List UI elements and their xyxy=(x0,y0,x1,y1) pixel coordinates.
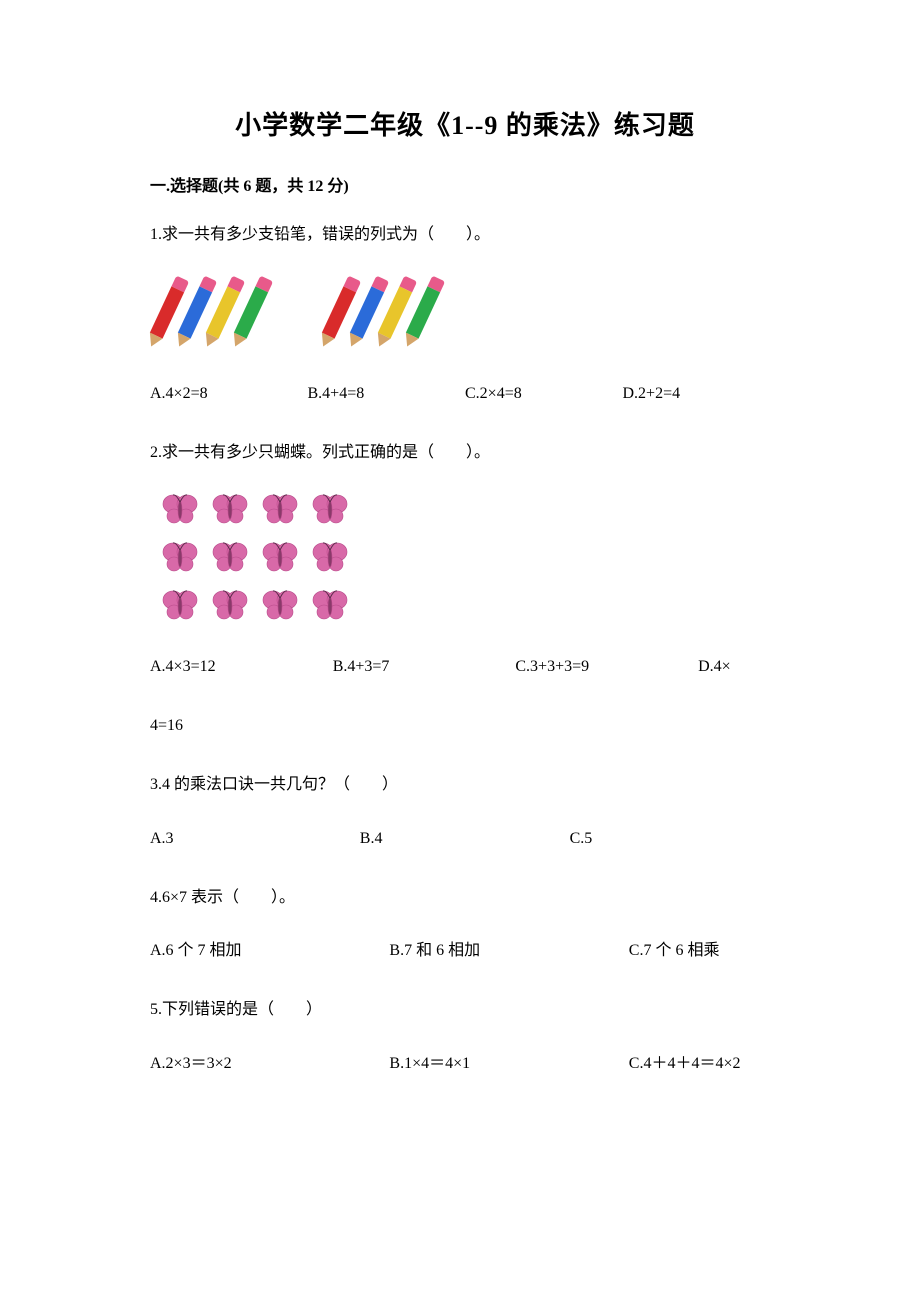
butterfly-icon xyxy=(160,588,200,623)
option-c: C.5 xyxy=(570,825,780,854)
butterfly-icon xyxy=(310,492,350,527)
butterfly-row xyxy=(160,588,780,628)
question-3-text: 3.4 的乘法口诀一共几句？（ ） xyxy=(150,771,780,800)
option-a: A.4×3=12 xyxy=(150,653,333,682)
butterfly-row xyxy=(160,492,780,532)
butterfly-icon xyxy=(160,492,200,527)
butterfly-icon xyxy=(210,588,250,623)
option-b: B.4 xyxy=(360,825,570,854)
worksheet-page: 小学数学二年级《1--9 的乘法》练习题 一.选择题(共 6 题，共 12 分)… xyxy=(0,0,920,1302)
pencil-group xyxy=(160,275,268,355)
option-a: A.2×3＝3×2 xyxy=(150,1050,389,1079)
question-2-image xyxy=(160,492,780,628)
question-2-options: A.4×3=12 B.4+3=7 C.3+3+3=9 D.4× xyxy=(150,653,780,682)
option-b: B.7 和 6 相加 xyxy=(389,937,628,966)
butterfly-icon xyxy=(260,540,300,575)
question-1-text: 1.求一共有多少支铅笔，错误的列式为（ ）。 xyxy=(150,221,780,250)
question-2-text: 2.求一共有多少只蝴蝶。列式正确的是（ ）。 xyxy=(150,439,780,468)
option-c: C.4＋4＋4＝4×2 xyxy=(629,1050,780,1079)
butterfly-icon xyxy=(260,492,300,527)
option-d: D.2+2=4 xyxy=(623,380,781,409)
butterfly-row xyxy=(160,540,780,580)
question-3-options: A.3 B.4 C.5 xyxy=(150,825,780,854)
option-c: C.3+3+3=9 xyxy=(515,653,698,682)
butterfly-icon xyxy=(310,540,350,575)
section-1-header: 一.选择题(共 6 题，共 12 分) xyxy=(150,172,780,196)
question-4-options: A.6 个 7 相加 B.7 和 6 相加 C.7 个 6 相乘 xyxy=(150,937,780,966)
question-2-overflow: 4=16 xyxy=(150,712,780,741)
option-b: B.1×4＝4×1 xyxy=(389,1050,628,1079)
butterfly-icon xyxy=(160,540,200,575)
option-a: A.4×2=8 xyxy=(150,380,308,409)
worksheet-title: 小学数学二年级《1--9 的乘法》练习题 xyxy=(150,105,780,142)
option-a: A.6 个 7 相加 xyxy=(150,937,389,966)
option-a: A.3 xyxy=(150,825,360,854)
butterfly-icon xyxy=(310,588,350,623)
question-5-options: A.2×3＝3×2 B.1×4＝4×1 C.4＋4＋4＝4×2 xyxy=(150,1050,780,1079)
pencil-group xyxy=(332,275,440,355)
option-b: B.4+3=7 xyxy=(333,653,516,682)
butterfly-icon xyxy=(210,492,250,527)
question-4-text: 4.6×7 表示（ ）。 xyxy=(150,884,780,913)
question-5-text: 5.下列错误的是（ ） xyxy=(150,996,780,1025)
option-c: C.7 个 6 相乘 xyxy=(629,937,780,966)
butterfly-icon xyxy=(210,540,250,575)
question-1-options: A.4×2=8 B.4+4=8 C.2×4=8 D.2+2=4 xyxy=(150,380,780,409)
option-d: D.4× xyxy=(698,653,780,682)
question-1-image xyxy=(160,275,780,355)
option-c: C.2×4=8 xyxy=(465,380,623,409)
option-b: B.4+4=8 xyxy=(308,380,466,409)
butterfly-icon xyxy=(260,588,300,623)
